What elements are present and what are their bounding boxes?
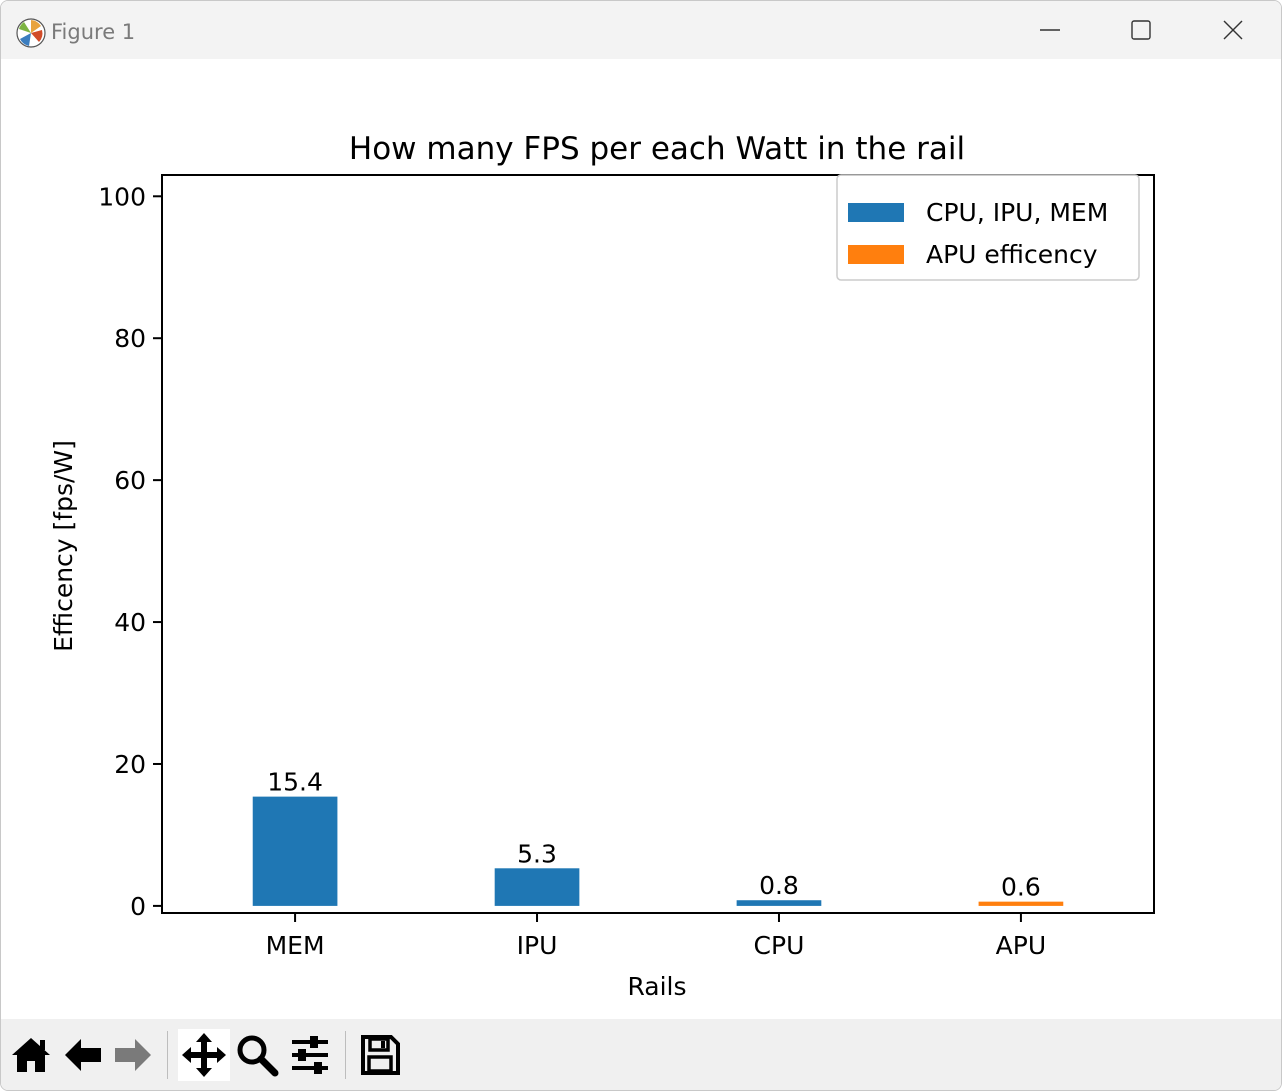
bar-chart: How many FPS per each Watt in the rail 1… — [49, 131, 1155, 1001]
y-tick-label: 0 — [130, 892, 146, 921]
window-title: Figure 1 — [51, 20, 136, 44]
close-button[interactable] — [1187, 1, 1279, 59]
bar-ipu — [494, 868, 580, 906]
pan-move-icon — [182, 1033, 226, 1077]
y-tick-label: 100 — [98, 182, 146, 211]
back-button[interactable] — [57, 1029, 109, 1081]
matplotlib-logo-icon — [16, 18, 46, 48]
maximize-icon — [1131, 20, 1151, 40]
save-floppy-icon — [361, 1035, 400, 1075]
zoom-magnifier-icon — [237, 1035, 279, 1077]
x-tick-label-ipu: IPU — [517, 931, 558, 960]
x-tick-label-apu: APU — [996, 931, 1046, 960]
maximize-button[interactable] — [1095, 1, 1187, 59]
legend-label-apu: APU efficency — [926, 240, 1098, 269]
y-tick-label: 20 — [114, 750, 146, 779]
zoom-button[interactable] — [231, 1029, 283, 1081]
close-icon — [1223, 20, 1243, 40]
bar-mem — [252, 796, 338, 906]
home-button[interactable] — [5, 1029, 57, 1081]
navigation-toolbar — [1, 1019, 1281, 1090]
x-tick-label-mem: MEM — [266, 931, 325, 960]
title-bar[interactable]: Figure 1 — [1, 1, 1281, 59]
y-tick-label: 80 — [114, 324, 146, 353]
x-axis-label: Rails — [627, 972, 686, 1001]
configure-subplots-icon — [292, 1036, 328, 1074]
chart-title: How many FPS per each Watt in the rail — [349, 131, 965, 167]
bar-apu — [978, 901, 1064, 906]
legend-label-cpu-ipu-mem: CPU, IPU, MEM — [926, 198, 1108, 227]
toolbar-separator — [345, 1031, 346, 1079]
save-button[interactable] — [354, 1029, 406, 1081]
y-axis-label: Efficency [fps/W] — [49, 440, 78, 652]
bar-value-label-cpu: 0.8 — [759, 871, 799, 900]
bar-value-label-ipu: 5.3 — [517, 839, 557, 868]
toolbar-separator — [167, 1031, 168, 1079]
pan-button[interactable] — [178, 1029, 230, 1081]
bar-value-label-mem: 15.4 — [267, 768, 323, 797]
y-tick-label: 40 — [114, 608, 146, 637]
y-tick-label: 60 — [114, 466, 146, 495]
forward-button[interactable] — [107, 1029, 159, 1081]
forward-arrow-icon — [115, 1039, 151, 1071]
bar-cpu — [736, 900, 822, 906]
minimize-icon — [1040, 29, 1060, 31]
legend-swatch-cpu-ipu-mem — [848, 203, 904, 222]
legend: CPU, IPU, MEM APU efficency — [836, 174, 1140, 281]
x-tick-label-cpu: CPU — [754, 931, 805, 960]
figure-canvas[interactable]: How many FPS per each Watt in the rail 1… — [1, 59, 1281, 1019]
configure-subplots-button[interactable] — [284, 1029, 336, 1081]
legend-swatch-apu — [848, 245, 904, 264]
plot-area: 15.4 5.3 0.8 0.6 0 20 40 60 80 100 MEM IPU CPU APU — [98, 174, 1155, 960]
home-icon — [12, 1038, 50, 1072]
axes-frame — [161, 174, 1155, 914]
bar-value-label-apu: 0.6 — [1001, 873, 1041, 902]
minimize-button[interactable] — [1004, 1, 1096, 59]
back-arrow-icon — [65, 1039, 101, 1071]
